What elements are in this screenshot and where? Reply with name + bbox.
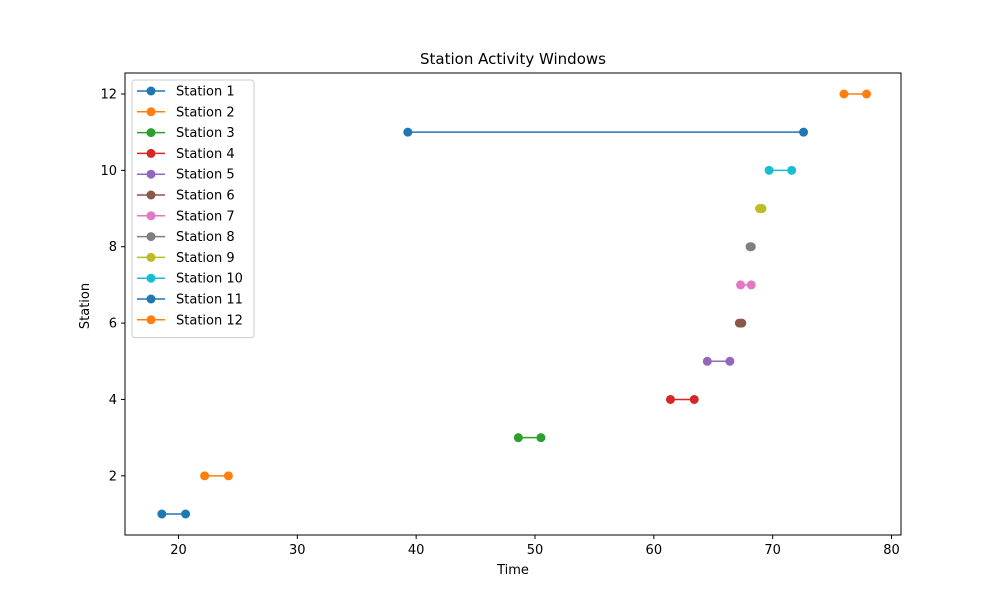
y-tick-label: 12 bbox=[100, 88, 117, 103]
legend-item-station-9: Station 9 bbox=[137, 251, 235, 266]
legend-marker bbox=[146, 148, 156, 158]
series-station-9 bbox=[755, 204, 767, 214]
data-point bbox=[764, 165, 774, 175]
legend-item-station-8: Station 8 bbox=[137, 230, 235, 245]
legend-label: Station 1 bbox=[176, 85, 235, 100]
x-axis-label: Time bbox=[496, 563, 529, 578]
x-tick-label: 80 bbox=[883, 543, 900, 558]
series-station-2 bbox=[200, 471, 233, 481]
series-station-7 bbox=[736, 280, 756, 290]
data-point bbox=[223, 471, 233, 481]
chart-title: Station Activity Windows bbox=[420, 50, 606, 68]
legend-item-station-1: Station 1 bbox=[137, 85, 235, 100]
legend-label: Station 2 bbox=[176, 105, 235, 120]
legend: Station 1 Station 2 Station 3 Station 4 Stat… bbox=[131, 79, 255, 339]
data-point bbox=[736, 280, 746, 290]
legend-marker bbox=[146, 128, 156, 138]
x-tick-label: 20 bbox=[170, 543, 187, 558]
series-station-3 bbox=[513, 433, 546, 443]
legend-marker bbox=[146, 107, 156, 117]
legend-label: Station 5 bbox=[176, 168, 235, 183]
legend-label: Station 7 bbox=[176, 209, 235, 224]
legend-item-station-3: Station 3 bbox=[137, 126, 235, 141]
data-point bbox=[157, 509, 167, 519]
data-point bbox=[862, 89, 872, 99]
legend-item-station-12: Station 12 bbox=[137, 313, 243, 328]
x-tick-label: 60 bbox=[646, 543, 663, 558]
data-point bbox=[513, 433, 523, 443]
series-station-10 bbox=[764, 165, 797, 175]
legend-label: Station 8 bbox=[176, 230, 235, 245]
series-station-6 bbox=[734, 318, 747, 328]
legend-marker bbox=[146, 232, 156, 242]
data-point bbox=[757, 204, 767, 214]
legend-item-station-7: Station 7 bbox=[137, 209, 235, 224]
y-axis-label: Station bbox=[78, 283, 93, 329]
legend-marker bbox=[146, 86, 156, 96]
data-point bbox=[799, 127, 809, 137]
data-point bbox=[746, 242, 756, 252]
legend-label: Station 6 bbox=[176, 189, 235, 204]
series-station-8 bbox=[745, 242, 756, 252]
legend-marker bbox=[146, 315, 156, 325]
data-point bbox=[665, 394, 675, 404]
data-point bbox=[725, 356, 735, 366]
data-point bbox=[689, 394, 699, 404]
legend-item-station-4: Station 4 bbox=[137, 147, 235, 162]
data-point bbox=[536, 433, 546, 443]
legend-item-station-10: Station 10 bbox=[137, 272, 243, 287]
legend-label: Station 10 bbox=[176, 272, 243, 287]
series-station-5 bbox=[702, 356, 735, 366]
data-point bbox=[787, 165, 797, 175]
y-tick-label: 2 bbox=[109, 469, 117, 484]
data-point bbox=[737, 318, 747, 328]
plot-area: 20 30 40 50 60 70 80 2 4 6 8 10 12 bbox=[100, 72, 902, 558]
series-station-1 bbox=[157, 509, 191, 519]
data-point bbox=[403, 127, 413, 137]
legend-item-station-6: Station 6 bbox=[137, 189, 235, 204]
legend-marker bbox=[146, 273, 156, 283]
legend-item-station-2: Station 2 bbox=[137, 105, 235, 120]
legend-label: Station 12 bbox=[176, 313, 243, 328]
legend-label: Station 11 bbox=[176, 293, 243, 308]
series-station-4 bbox=[665, 394, 699, 404]
legend-marker bbox=[146, 211, 156, 221]
y-tick-label: 8 bbox=[109, 240, 117, 255]
x-tick-label: 30 bbox=[289, 543, 306, 558]
data-point bbox=[839, 89, 849, 99]
x-tick-label: 40 bbox=[408, 543, 425, 558]
data-point bbox=[746, 280, 756, 290]
legend-marker bbox=[146, 294, 156, 304]
data-point bbox=[200, 471, 210, 481]
series-station-12 bbox=[839, 89, 872, 99]
legend-label: Station 9 bbox=[176, 251, 235, 266]
legend-marker bbox=[146, 169, 156, 179]
legend-item-station-5: Station 5 bbox=[137, 168, 235, 183]
legend-box bbox=[131, 79, 255, 339]
legend-marker bbox=[146, 190, 156, 200]
axes-frame bbox=[124, 72, 902, 536]
data-point bbox=[702, 356, 712, 366]
y-tick-label: 10 bbox=[100, 164, 117, 179]
x-tick-label: 70 bbox=[764, 543, 781, 558]
series-station-11 bbox=[403, 127, 809, 137]
legend-label: Station 3 bbox=[176, 126, 235, 141]
legend-marker bbox=[146, 252, 156, 262]
legend-label: Station 4 bbox=[176, 147, 235, 162]
y-tick-label: 4 bbox=[109, 393, 117, 408]
legend-item-station-11: Station 11 bbox=[137, 293, 243, 308]
x-tick-label: 50 bbox=[527, 543, 544, 558]
data-point bbox=[181, 509, 191, 519]
y-tick-label: 6 bbox=[109, 317, 117, 332]
